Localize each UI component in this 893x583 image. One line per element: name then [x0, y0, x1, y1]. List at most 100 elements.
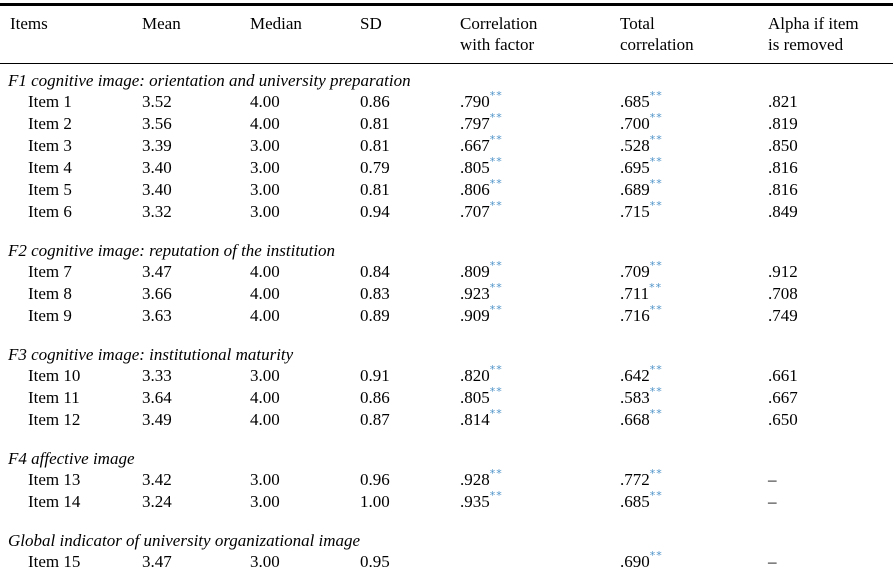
total-correlation-cell: .690** [620, 549, 768, 573]
table-row: Item 5 3.40 3.00 0.81.806** .689** .816 [0, 178, 893, 201]
median-cell-value: 3.00 [250, 180, 280, 199]
sd-cell: 0.91 [360, 365, 460, 387]
total-correlation-cell: .642** [620, 364, 768, 387]
correlation-with-factor-cell-value: .928 [460, 470, 490, 489]
mean-cell: 3.56 [142, 113, 250, 135]
significance-marker: ** [489, 155, 503, 169]
sd-cell-value: 0.81 [360, 180, 390, 199]
correlation-with-factor-cell-value: .809 [460, 262, 490, 281]
sd-cell-value: 0.91 [360, 366, 390, 385]
mean-cell: 3.33 [142, 365, 250, 387]
significance-marker: ** [489, 467, 503, 481]
sd-cell-value: 0.79 [360, 158, 390, 177]
header-separator-rule [0, 63, 893, 64]
alpha-if-item-removed-cell-value: .850 [768, 136, 798, 155]
alpha-if-item-removed-cell: .661 [768, 365, 893, 387]
table-row: Item 7 3.47 4.00 0.84.809** .709** .912 [0, 259, 893, 283]
correlation-with-factor-cell: .667** [460, 133, 620, 157]
item-cell-value: Item 3 [28, 136, 72, 155]
mean-cell: 3.63 [142, 305, 250, 327]
total-correlation-cell-value: .685 [620, 492, 650, 511]
sd-cell-value: 0.96 [360, 470, 390, 489]
correlation-with-factor-cell: .923** [460, 282, 620, 305]
alpha-if-item-removed-cell: .708 [768, 283, 893, 305]
section-label: F3 cognitive image: institutional maturi… [8, 345, 294, 364]
correlation-with-factor-cell-value: .797 [460, 114, 490, 133]
table-body: F1 cognitive image: orientation and univ… [0, 70, 893, 573]
table-row: Item 1 3.52 4.00 0.86.790** .685** .821 [0, 89, 893, 113]
alpha-if-item-removed-cell-value: .912 [768, 262, 798, 281]
median-cell-value: 3.00 [250, 158, 280, 177]
mean-cell-value: 3.64 [142, 388, 172, 407]
median-cell-value: 3.00 [250, 470, 280, 489]
significance-marker: ** [649, 489, 663, 503]
mean-cell-value: 3.49 [142, 410, 172, 429]
correlation-with-factor-cell: .809** [460, 259, 620, 283]
alpha-if-item-removed-cell: .821 [768, 91, 893, 113]
correlation-with-factor-cell: .928** [460, 467, 620, 491]
median-cell-value: 3.00 [250, 136, 280, 155]
mean-cell-value: 3.40 [142, 158, 172, 177]
significance-marker: ** [489, 111, 503, 125]
total-correlation-cell: .700** [620, 111, 768, 135]
item-cell: Item 4 [0, 157, 142, 179]
significance-marker: ** [649, 259, 663, 273]
alpha-if-item-removed-cell-value: – [768, 470, 777, 489]
alpha-if-item-removed-cell: .816 [768, 179, 893, 201]
median-cell-value: 4.00 [250, 388, 280, 407]
item-cell: Item 12 [0, 409, 142, 431]
alpha-if-item-removed-cell-value: .650 [768, 410, 798, 429]
mean-cell: 3.66 [142, 283, 250, 305]
item-cell-value: Item 2 [28, 114, 72, 133]
item-cell-value: Item 6 [28, 202, 72, 221]
median-cell: 4.00 [250, 283, 360, 305]
sd-cell-value: 0.95 [360, 552, 390, 571]
significance-marker: ** [649, 89, 663, 103]
significance-marker: ** [649, 549, 663, 563]
sd-cell-value: 0.81 [360, 114, 390, 133]
significance-marker: ** [649, 467, 663, 481]
sd-cell-value: 0.81 [360, 136, 390, 155]
alpha-if-item-removed-cell-value: .816 [768, 180, 798, 199]
significance-marker: ** [649, 111, 663, 125]
alpha-if-item-removed-cell: .912 [768, 261, 893, 283]
correlation-with-factor-cell: .805** [460, 386, 620, 409]
sd-cell: 0.87 [360, 409, 460, 431]
mean-cell: 3.42 [142, 469, 250, 491]
alpha-if-item-removed-cell: .816 [768, 157, 893, 179]
mean-cell-value: 3.47 [142, 552, 172, 571]
sd-cell: 0.95 [360, 551, 460, 573]
correlation-with-factor-cell: .790** [460, 90, 620, 113]
sd-cell: 0.84 [360, 261, 460, 283]
sd-cell: 0.86 [360, 387, 460, 409]
table-row: Item 3 3.39 3.00 0.81.667** .528** .850 [0, 133, 893, 157]
item-cell-value: Item 13 [28, 470, 81, 489]
sd-cell: 0.94 [360, 201, 460, 223]
sd-cell: 0.81 [360, 135, 460, 157]
median-cell-value: 4.00 [250, 410, 280, 429]
alpha-if-item-removed-cell-value: .749 [768, 306, 798, 325]
table-row: Item 11 3.64 4.00 0.86.805** .583** .667 [0, 386, 893, 409]
significance-marker: ** [489, 259, 503, 273]
median-cell: 4.00 [250, 261, 360, 283]
total-correlation-cell-value: .528 [620, 136, 650, 155]
alpha-if-item-removed-cell: .849 [768, 201, 893, 223]
mean-cell-value: 3.47 [142, 262, 172, 281]
column-header-items: Items [10, 14, 48, 33]
alpha-if-item-removed-cell: .650 [768, 409, 893, 431]
total-correlation-cell-value: .689 [620, 180, 650, 199]
sd-cell-value: 0.87 [360, 410, 390, 429]
alpha-if-item-removed-cell-value: .667 [768, 388, 798, 407]
mean-cell: 3.39 [142, 135, 250, 157]
correlation-with-factor-cell-value: .805 [460, 388, 490, 407]
significance-marker: ** [489, 133, 503, 147]
total-correlation-cell-value: .668 [620, 410, 650, 429]
total-correlation-cell-value: .709 [620, 262, 650, 281]
correlation-with-factor-cell-value: .814 [460, 410, 490, 429]
total-correlation-cell: .685** [620, 489, 768, 513]
table-row: Item 12 3.49 4.00 0.87.814** .668** .650 [0, 408, 893, 431]
total-correlation-cell: .528** [620, 134, 768, 157]
total-correlation-cell: .709** [620, 259, 768, 283]
sd-cell-value: 0.89 [360, 306, 390, 325]
median-cell-value: 4.00 [250, 306, 280, 325]
